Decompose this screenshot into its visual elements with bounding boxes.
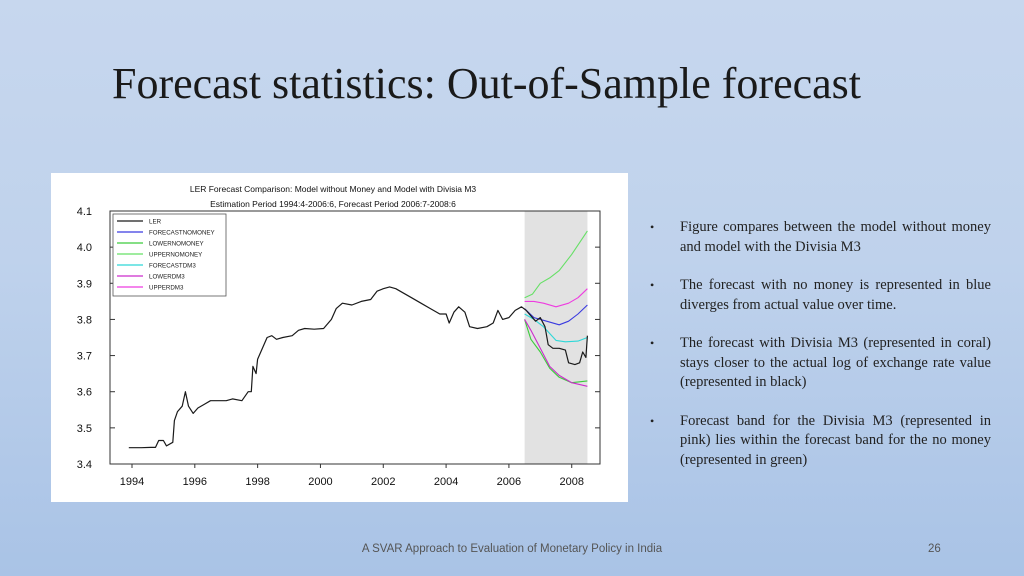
x-tick-label: 2002: [371, 476, 395, 488]
y-tick-label: 3.5: [77, 423, 92, 435]
forecast-period-shading: [524, 211, 588, 464]
legend-label: FORECASTNOMONEY: [149, 230, 215, 237]
page-number: 26: [928, 543, 941, 555]
y-tick-label: 3.6: [77, 387, 92, 399]
slide-title: Forecast statistics: Out-of-Sample forec…: [112, 59, 862, 108]
bullet-dot-icon: •: [650, 413, 655, 428]
y-tick-label: 4.1: [77, 206, 92, 218]
bullet-item: • Forecast band for the Divisia M3 (repre…: [648, 412, 991, 471]
y-tick-label: 3.4: [77, 459, 92, 471]
bullet-item: • The forecast with no money is represent…: [648, 276, 991, 315]
y-tick-label: 4.0: [77, 242, 92, 254]
plot-frame: [109, 210, 601, 465]
series-line-upperdm3: [524, 288, 588, 308]
legend-label: LOWERNOMONEY: [149, 241, 204, 248]
bullet-text: Forecast band for the Divisia M3 (repres…: [680, 412, 991, 468]
series-line-forecastnomoney: [524, 304, 588, 326]
bullet-item: • Figure compares between the model witho…: [648, 218, 991, 257]
bullet-list: • Figure compares between the model witho…: [648, 218, 991, 489]
bullet-text: The forecast with no money is represente…: [680, 277, 991, 313]
x-tick-label: 1994: [120, 476, 144, 488]
x-tick-label: 2008: [559, 476, 583, 488]
legend-label: LOWERDM3: [149, 274, 185, 281]
series-line-ler: [128, 286, 588, 449]
chart-title: LER Forecast Comparison: Model without M…: [190, 184, 477, 194]
x-tick-label: 1996: [183, 476, 207, 488]
x-tick-label: 1998: [245, 476, 269, 488]
y-tick-label: 3.8: [77, 314, 92, 326]
series-line-uppernomoney: [524, 230, 588, 299]
x-tick-label: 2006: [497, 476, 521, 488]
bullet-item: • The forecast with Divisia M3 (represent…: [648, 334, 991, 393]
bullet-dot-icon: •: [650, 278, 655, 292]
bullet-text: The forecast with Divisia M3 (represente…: [680, 335, 991, 390]
legend-label: UPPERDM3: [149, 285, 184, 292]
x-tick-label: 2004: [434, 476, 458, 488]
legend-label: UPPERNOMONEY: [149, 252, 202, 259]
legend-label: LER: [149, 219, 162, 226]
slide-footer: A SVAR Approach to Evaluation of Monetar…: [361, 543, 663, 555]
forecast-chart: LER Forecast Comparison: Model without M…: [51, 173, 628, 502]
y-tick-label: 3.7: [77, 351, 92, 363]
legend-box: [112, 213, 227, 297]
bullet-text: Figure compares between the model withou…: [680, 219, 991, 255]
bullet-dot-icon: •: [650, 336, 655, 350]
chart-svg: LER Forecast Comparison: Model without M…: [77, 184, 601, 488]
chart-subtitle: Estimation Period 1994:4-2006:6, Forecas…: [210, 199, 456, 209]
legend-label: FORECASTDM3: [149, 263, 196, 270]
bullet-dot-icon: •: [650, 220, 655, 234]
y-tick-label: 3.9: [77, 278, 92, 290]
x-tick-label: 2000: [308, 476, 332, 488]
series-line-lowerdm3: [524, 319, 588, 387]
